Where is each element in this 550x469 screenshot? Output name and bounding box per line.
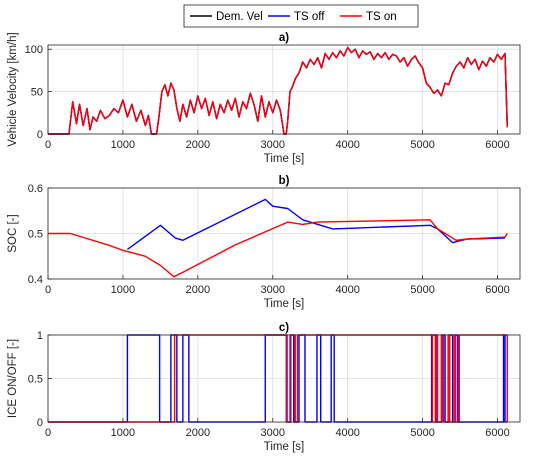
x-tick-label: 6000: [485, 139, 509, 151]
x-tick-label: 2000: [186, 427, 210, 439]
legend-label-ts-off: TS off: [294, 11, 325, 23]
x-tick-label: 2000: [186, 139, 210, 151]
legend: Dem. Vel TS off TS on: [183, 4, 419, 28]
y-tick-label: 0: [37, 129, 43, 141]
y-tick-label: 0: [37, 417, 43, 429]
x-axis-label: Time [s]: [264, 441, 304, 453]
x-tick-label: 0: [45, 139, 51, 151]
x-tick-label: 2000: [186, 284, 210, 296]
legend-label-ts-on: TS on: [366, 11, 397, 23]
axes-frame: [47, 44, 521, 135]
axes-frame: [47, 334, 521, 423]
panel-c-ice-on-off: 0 1000 2000 3000 4000 5000 6000 0 0.5 1 c) Time [s]…: [7, 322, 521, 453]
y-axis-label: Vehicle Velocity [km/h]: [7, 32, 19, 146]
x-tick-label: 5000: [410, 139, 434, 151]
panel-title: c): [279, 322, 289, 334]
x-tick-label: 0: [45, 427, 51, 439]
panel-title: b): [279, 175, 290, 187]
x-tick-label: 5000: [410, 284, 434, 296]
y-axis-label: ICE ON/OFF [-]: [7, 339, 19, 418]
x-tick-label: 1000: [111, 139, 135, 151]
y-tick-label: 0.5: [28, 229, 43, 241]
panel-title: a): [279, 32, 289, 44]
x-tick-label: 6000: [485, 284, 509, 296]
y-tick-label: 0.4: [28, 274, 43, 286]
x-tick-label: 4000: [335, 427, 359, 439]
x-tick-label: 1000: [111, 284, 135, 296]
y-tick-label: 0.5: [28, 374, 43, 386]
y-tick-label: 100: [25, 44, 43, 56]
plot-area: [48, 45, 520, 134]
series-group: [48, 198, 508, 278]
y-tick-label: 0.6: [28, 183, 43, 195]
legend-label-dem-vel: Dem. Vel: [216, 11, 263, 23]
x-tick-label: 3000: [261, 139, 285, 151]
x-tick-label: 1000: [111, 427, 135, 439]
x-tick-label: 0: [45, 284, 51, 296]
series-line-ts-on: [48, 219, 508, 278]
x-tick-label: 4000: [335, 139, 359, 151]
x-tick-label: 5000: [410, 427, 434, 439]
x-tick-label: 3000: [261, 284, 285, 296]
x-axis-label: Time [s]: [264, 153, 304, 165]
legend-box: [183, 4, 419, 28]
panel-a-velocity: 0 1000 2000 3000 4000 5000 6000 0 50 100 a) Time [s…: [7, 32, 521, 165]
x-tick-label: 6000: [485, 427, 509, 439]
x-axis-label: Time [s]: [264, 298, 304, 310]
series-line-ts-off: [126, 198, 506, 250]
y-axis-label: SOC [-]: [7, 214, 19, 252]
y-tick-label: 1: [37, 330, 43, 342]
x-tick-label: 3000: [261, 427, 285, 439]
axes-frame: [47, 187, 521, 280]
panel-b-soc: 0 1000 2000 3000 4000 5000 6000 0.4 0.5 0.6 b) Time…: [7, 175, 521, 310]
y-tick-label: 50: [31, 87, 43, 99]
x-tick-label: 4000: [335, 284, 359, 296]
